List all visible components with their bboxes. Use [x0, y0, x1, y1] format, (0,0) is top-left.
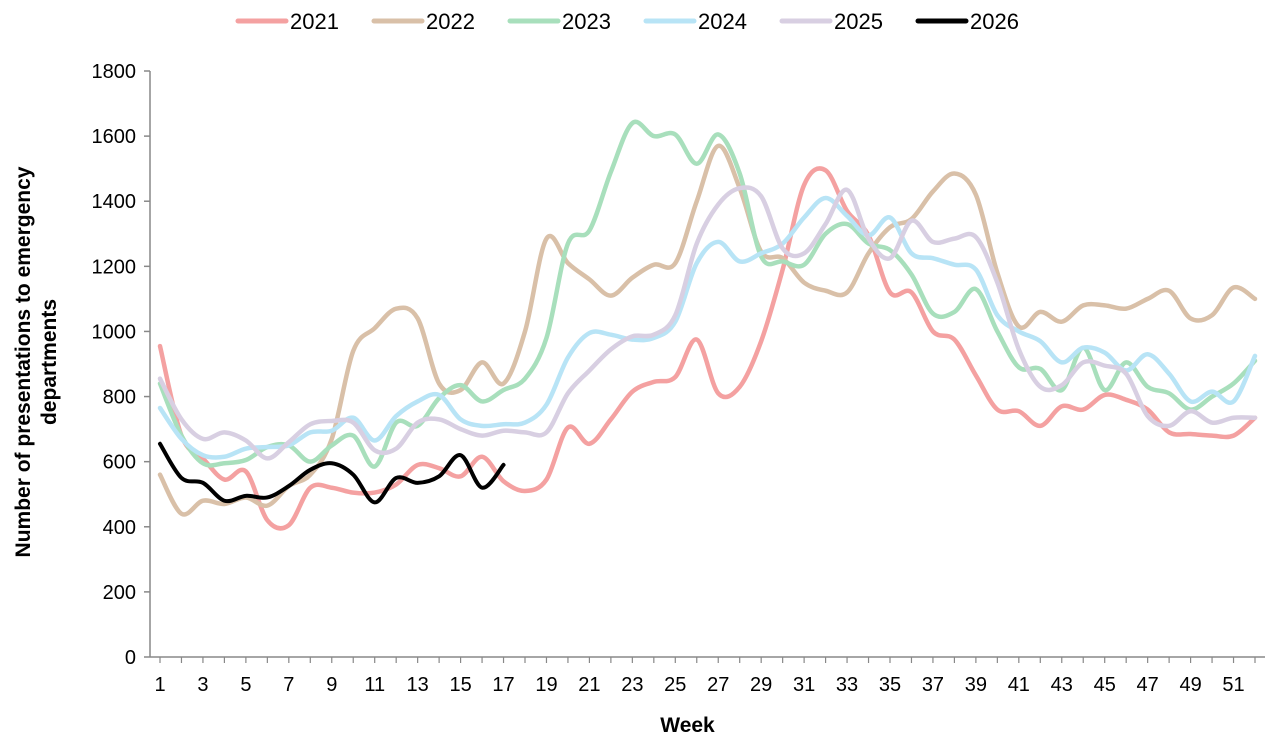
x-tick-label: 11 [364, 674, 385, 696]
y-ticks: 0 200 400 600 800 1000 1200 1400 1600 1800 [92, 61, 150, 669]
series-line-2026 [158, 441, 506, 505]
x-tick-label: 37 [922, 674, 944, 696]
y-axis-title: Number of presentations to emergency depa… [12, 166, 61, 557]
series-layer [157, 119, 1258, 531]
y-tick-label: 1600 [92, 126, 137, 148]
series-line-2022 [157, 143, 1258, 517]
x-tick-label: 15 [449, 674, 471, 696]
series-line-2024 [157, 195, 1258, 460]
x-tick-label: 9 [326, 674, 337, 696]
legend: 2021 2022 2023 2024 2025 2026 [235, 9, 1019, 34]
x-tick-label: 31 [793, 674, 815, 696]
x-tick-label: 41 [1008, 674, 1030, 696]
y-tick-label: 600 [103, 452, 136, 474]
x-tick-label: 47 [1137, 674, 1159, 696]
x-tick-label: 45 [1094, 674, 1116, 696]
x-tick-label: 25 [664, 674, 686, 696]
x-tick-label: 19 [535, 674, 557, 696]
legend-label-2023: 2023 [562, 9, 611, 34]
x-tick-label: 51 [1222, 674, 1244, 696]
legend-label-2022: 2022 [426, 9, 475, 34]
x-tick-label: 27 [707, 674, 729, 696]
x-tick-label: 5 [240, 674, 251, 696]
x-tick-label: 33 [836, 674, 858, 696]
y-tick-label: 0 [125, 647, 136, 669]
y-axis-title-line: Number of presentations to emergency [12, 166, 35, 557]
x-tick-label: 21 [578, 674, 600, 696]
x-ticks: 1 3 5 7 9 11 13 15 17 19 21 23 25 27 29 31 33 35 37 39 41 43 4… [154, 657, 1256, 696]
x-tick-label: 49 [1179, 674, 1201, 696]
x-tick-label: 35 [879, 674, 901, 696]
x-tick-label: 3 [197, 674, 208, 696]
x-tick-label: 43 [1051, 674, 1073, 696]
x-tick-label: 1 [154, 674, 165, 696]
y-tick-label: 200 [103, 582, 136, 604]
y-tick-label: 1200 [92, 256, 137, 278]
legend-label-2026: 2026 [970, 9, 1019, 34]
y-tick-label: 800 [103, 387, 136, 409]
y-axis-title-line: departments [38, 299, 61, 425]
legend-label-2021: 2021 [290, 9, 339, 34]
y-tick-label: 400 [103, 517, 136, 539]
x-tick-label: 13 [407, 674, 429, 696]
x-tick-label: 39 [965, 674, 987, 696]
x-tick-label: 7 [283, 674, 294, 696]
legend-label-2024: 2024 [698, 9, 747, 34]
y-tick-label: 1400 [92, 191, 137, 213]
x-tick-label: 17 [492, 674, 514, 696]
x-axis-title: Week [660, 714, 715, 737]
x-tick-label: 29 [750, 674, 772, 696]
y-tick-label: 1000 [92, 321, 137, 343]
x-tick-label: 23 [621, 674, 643, 696]
series-line-2021 [157, 166, 1258, 531]
series-line-2025 [157, 185, 1258, 461]
legend-label-2025: 2025 [834, 9, 883, 34]
y-tick-label: 1800 [92, 61, 137, 83]
